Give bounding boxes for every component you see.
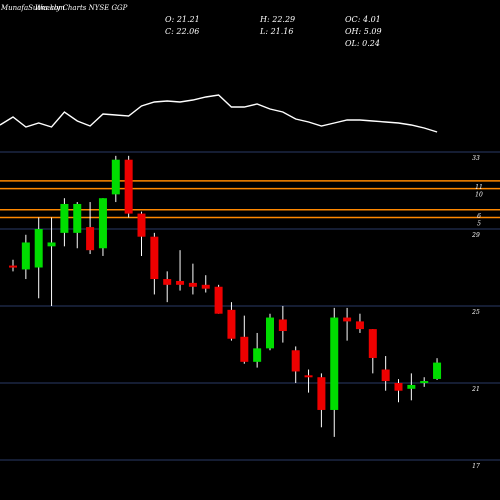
- candle: [317, 373, 326, 428]
- candle: [266, 313, 274, 351]
- candle-body: [266, 317, 274, 349]
- candle: [394, 379, 403, 403]
- candle: [176, 250, 185, 291]
- indicator-line: [0, 94, 438, 133]
- watermark-text: MunafaSutra.com: [0, 4, 65, 12]
- candle: [150, 232, 159, 295]
- candle-body: [330, 317, 339, 410]
- candle-body: [317, 377, 326, 410]
- candle-body: [368, 329, 377, 358]
- level-label: 5: [477, 220, 481, 227]
- candle-body: [240, 336, 249, 362]
- y-tick-label: 21: [471, 386, 480, 393]
- candle-body: [407, 384, 416, 389]
- candle-body: [201, 284, 210, 289]
- candle: [34, 217, 43, 299]
- candle: [9, 259, 17, 272]
- stat-oh: OH: 5.09: [345, 27, 382, 36]
- candles: [9, 155, 442, 437]
- candle-body: [163, 279, 172, 285]
- stat-ol: OL: 0.24: [345, 39, 380, 48]
- candle: [240, 315, 249, 364]
- candle: [214, 284, 223, 314]
- candle: [73, 202, 82, 249]
- candle-body: [420, 381, 429, 384]
- candle-body: [111, 159, 120, 195]
- candle-body: [21, 242, 30, 270]
- candle: [47, 217, 56, 306]
- candle: [111, 155, 120, 203]
- level-label: 10: [475, 192, 483, 199]
- stat-oc: OC: 4.01: [345, 15, 381, 24]
- level-label: 6: [477, 213, 481, 220]
- candle: [60, 198, 69, 247]
- candle: [407, 373, 416, 401]
- candle: [98, 198, 107, 256]
- candle-body: [9, 265, 17, 268]
- candle-body: [304, 375, 313, 378]
- candle: [355, 313, 364, 333]
- candle-body: [394, 383, 403, 391]
- candle: [188, 263, 197, 295]
- grid-layer: [0, 151, 500, 461]
- candle: [368, 329, 377, 374]
- candle-body: [433, 362, 442, 379]
- level-label: 11: [475, 184, 483, 191]
- candle-body: [34, 229, 43, 268]
- candle: [137, 211, 146, 256]
- y-tick-label: 25: [471, 309, 480, 316]
- y-tick-label: 33: [472, 155, 480, 162]
- candle: [124, 155, 133, 218]
- candle-body: [137, 213, 146, 237]
- candle-body: [278, 319, 287, 332]
- candle: [291, 346, 300, 383]
- candle: [433, 358, 442, 380]
- y-tick-label: 29: [471, 232, 480, 239]
- candle: [201, 275, 210, 293]
- stat-low: L: 21.16: [259, 27, 293, 36]
- candle-body: [86, 227, 95, 251]
- y-tick-label: 17: [472, 463, 480, 470]
- candle-body: [227, 309, 236, 339]
- candle-body: [176, 280, 185, 285]
- candle-body: [355, 321, 364, 330]
- candle: [163, 271, 172, 303]
- candle-body: [188, 282, 197, 287]
- candle-body: [98, 198, 107, 249]
- candle-body: [343, 317, 352, 322]
- candle: [253, 332, 262, 368]
- candle: [343, 307, 352, 341]
- candle: [227, 302, 236, 341]
- candle-body: [47, 242, 56, 247]
- indicator-path: [0, 94, 438, 133]
- candle-body: [214, 286, 223, 314]
- candle-body: [291, 350, 300, 372]
- level-lines: [0, 180, 500, 219]
- candle-body: [381, 369, 390, 382]
- candle: [86, 202, 95, 255]
- candle: [330, 307, 339, 437]
- candle-body: [124, 159, 133, 214]
- stat-close: C: 22.06: [165, 27, 199, 36]
- candle: [278, 306, 287, 343]
- candle-body: [150, 236, 159, 280]
- candle-body: [60, 203, 69, 233]
- candle-body: [253, 348, 262, 362]
- candle: [420, 377, 429, 387]
- candle: [381, 356, 390, 391]
- candle: [304, 369, 313, 393]
- stat-open: O: 21.21: [165, 15, 200, 24]
- candle-body: [73, 203, 82, 233]
- stat-high: H: 22.29: [259, 15, 295, 24]
- chart-title: Weekly Charts NYSE GGP: [35, 4, 128, 12]
- candle: [21, 234, 30, 280]
